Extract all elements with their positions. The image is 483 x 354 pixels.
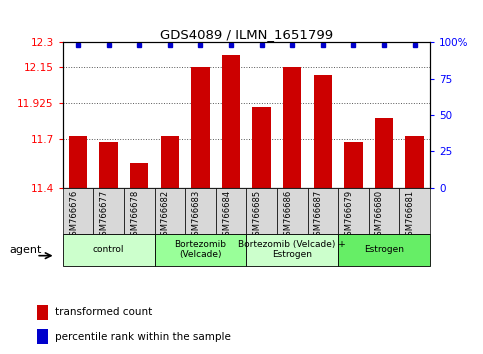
Text: Bortezomib
(Velcade): Bortezomib (Velcade)	[174, 240, 227, 259]
Text: GSM766687: GSM766687	[314, 190, 323, 241]
Bar	[191, 67, 210, 188]
Bar	[283, 67, 301, 188]
Bar	[93, 188, 124, 234]
Text: GSM766685: GSM766685	[253, 190, 262, 241]
Bar	[69, 136, 87, 188]
Text: transformed count: transformed count	[55, 307, 152, 317]
Bar	[375, 118, 393, 188]
Bar	[253, 107, 271, 188]
Text: GSM766676: GSM766676	[69, 190, 78, 241]
Bar	[313, 75, 332, 188]
Bar	[405, 136, 424, 188]
Bar	[216, 188, 246, 234]
Text: GSM766686: GSM766686	[283, 190, 292, 241]
Bar	[246, 188, 277, 234]
Bar	[155, 188, 185, 234]
Bar	[130, 164, 148, 188]
Bar	[63, 188, 93, 234]
Bar	[369, 188, 399, 234]
Text: percentile rank within the sample: percentile rank within the sample	[55, 332, 230, 342]
Bar	[155, 234, 246, 266]
Bar	[344, 142, 363, 188]
Bar	[308, 188, 338, 234]
Bar	[222, 55, 240, 188]
Bar	[99, 142, 118, 188]
Text: GSM766678: GSM766678	[130, 190, 139, 241]
Bar	[338, 188, 369, 234]
Title: GDS4089 / ILMN_1651799: GDS4089 / ILMN_1651799	[160, 28, 333, 41]
Text: Bortezomib (Velcade) +
Estrogen: Bortezomib (Velcade) + Estrogen	[238, 240, 346, 259]
Text: GSM766684: GSM766684	[222, 190, 231, 241]
Text: GSM766682: GSM766682	[161, 190, 170, 241]
Bar	[124, 188, 155, 234]
Text: Estrogen: Estrogen	[364, 245, 404, 254]
Bar	[277, 188, 308, 234]
Bar	[63, 234, 155, 266]
Text: control: control	[93, 245, 125, 254]
Text: GSM766679: GSM766679	[344, 190, 354, 241]
Bar	[37, 305, 48, 320]
Bar	[338, 234, 430, 266]
Bar	[161, 136, 179, 188]
Bar	[185, 188, 216, 234]
Text: GSM766683: GSM766683	[191, 190, 200, 241]
Text: GSM766681: GSM766681	[406, 190, 414, 241]
Text: agent: agent	[10, 245, 42, 255]
Text: GSM766677: GSM766677	[99, 190, 109, 241]
Text: GSM766680: GSM766680	[375, 190, 384, 241]
Bar	[37, 329, 48, 344]
Bar	[399, 188, 430, 234]
Bar	[246, 234, 338, 266]
